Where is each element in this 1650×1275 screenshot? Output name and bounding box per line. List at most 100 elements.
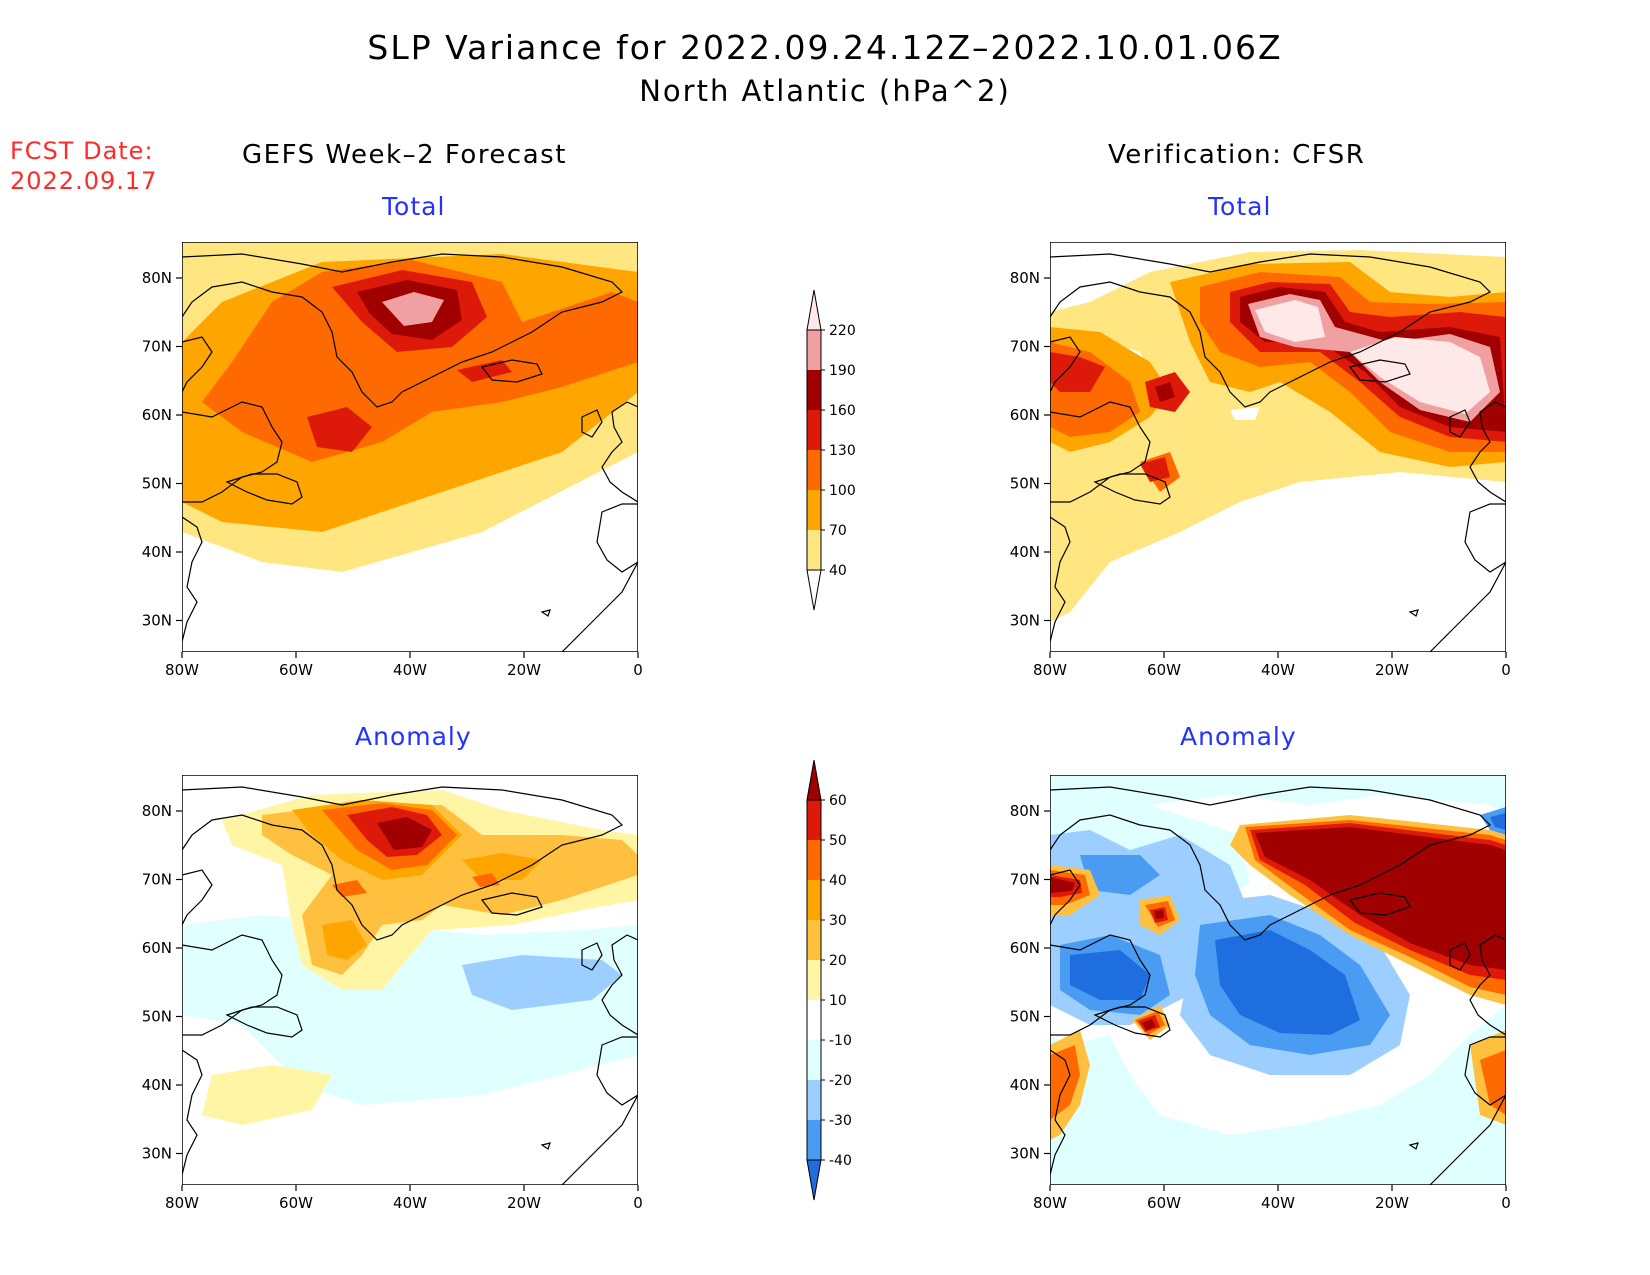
filled-contours-gefs-anomaly bbox=[182, 775, 638, 1185]
map-gefs-total bbox=[182, 242, 638, 652]
lat-tick-label: 30N bbox=[142, 612, 172, 630]
colorbar-total: 220 190 160 130 100 70 40 bbox=[806, 289, 856, 611]
panel-title-cfsr-anomaly: Anomaly bbox=[1180, 722, 1297, 751]
colorbar-anomaly-top-arrow bbox=[806, 759, 822, 801]
lat-tick-label: 60N bbox=[1010, 939, 1040, 957]
lon-tick-label: 80W bbox=[165, 1194, 199, 1212]
right-column-title: Verification: CFSR bbox=[1108, 140, 1366, 170]
lon-tick-label: 0 bbox=[633, 661, 643, 679]
colorbar-anomaly-label: 20 bbox=[829, 953, 847, 969]
colorbar-total-swatch bbox=[807, 410, 821, 450]
lon-tick-label: 60W bbox=[1147, 1194, 1181, 1212]
colorbar-anomaly-label: 60 bbox=[829, 793, 847, 809]
lat-tick-label: 40N bbox=[1010, 1076, 1040, 1094]
colorbar-anomaly-swatch bbox=[807, 1000, 821, 1040]
colorbar-total-label: 160 bbox=[829, 403, 856, 419]
filled-contours-gefs-total bbox=[182, 242, 638, 652]
colorbar-total-top-arrow bbox=[806, 289, 822, 331]
panel-title-cfsr-total: Total bbox=[1208, 192, 1272, 221]
panel-title-gefs-anomaly: Anomaly bbox=[355, 722, 472, 751]
colorbar-anomaly-swatch bbox=[807, 1080, 821, 1120]
panel-title-gefs-total: Total bbox=[382, 192, 446, 221]
lon-tick-label: 20W bbox=[1375, 1194, 1409, 1212]
map-cfsr-anomaly bbox=[1050, 775, 1506, 1185]
lat-tick-label: 80N bbox=[1010, 802, 1040, 820]
colorbar-anomaly-label: 30 bbox=[829, 913, 847, 929]
colorbar-total-swatch bbox=[807, 330, 821, 370]
lat-tick-label: 30N bbox=[1010, 612, 1040, 630]
lon-tick-label: 80W bbox=[1033, 661, 1067, 679]
colorbar-total-swatch bbox=[807, 450, 821, 490]
lat-tick-label: 30N bbox=[142, 1145, 172, 1163]
colorbar-anomaly-swatch bbox=[807, 840, 821, 880]
lon-tick-label: 0 bbox=[633, 1194, 643, 1212]
lat-tick-label: 40N bbox=[142, 543, 172, 561]
colorbar-anomaly-swatch bbox=[807, 920, 821, 960]
colorbar-total-label: 130 bbox=[829, 443, 856, 459]
lat-tick-label: 30N bbox=[1010, 1145, 1040, 1163]
lon-tick-label: 40W bbox=[393, 661, 427, 679]
colorbar-total-label: 70 bbox=[829, 523, 847, 539]
lat-tick-label: 40N bbox=[142, 1076, 172, 1094]
map-cfsr-total bbox=[1050, 242, 1506, 652]
colorbar-total-label: 220 bbox=[829, 323, 856, 339]
lon-tick-label: 80W bbox=[165, 661, 199, 679]
lat-tick-label: 60N bbox=[142, 939, 172, 957]
colorbar-anomaly-label: -40 bbox=[829, 1153, 852, 1169]
coastlines-gefs-anomaly bbox=[182, 786, 638, 1185]
lat-tick-label: 50N bbox=[142, 475, 172, 493]
figure-title: SLP Variance for 2022.09.24.12Z–2022.10.… bbox=[367, 28, 1283, 67]
map-gefs-anomaly bbox=[182, 775, 638, 1185]
colorbar-anomaly-label: -10 bbox=[829, 1033, 852, 1049]
colorbar-anomaly-frame bbox=[806, 799, 822, 1161]
colorbar-total-label: 190 bbox=[829, 363, 856, 379]
fcst-date-label: FCST Date: bbox=[10, 137, 154, 165]
colorbar-anomaly-label: -20 bbox=[829, 1073, 852, 1089]
lon-tick-label: 80W bbox=[1033, 1194, 1067, 1212]
colorbar-total-label: 100 bbox=[829, 483, 856, 499]
lat-tick-label: 70N bbox=[142, 338, 172, 356]
lat-tick-label: 80N bbox=[1010, 269, 1040, 287]
colorbar-anomaly: 60 50 40 30 20 10 -10 -20 -30 -40 bbox=[806, 759, 852, 1201]
lon-tick-label: 40W bbox=[1261, 661, 1295, 679]
figure-subtitle: North Atlantic (hPa^2) bbox=[639, 74, 1011, 108]
filled-contours-cfsr-total bbox=[1050, 242, 1506, 652]
coastlines-cfsr-anomaly bbox=[1050, 786, 1506, 1185]
colorbar-anomaly-swatch bbox=[807, 880, 821, 920]
colorbar-total-swatch bbox=[807, 370, 821, 410]
lat-tick-label: 70N bbox=[1010, 338, 1040, 356]
colorbar-anomaly-bottom-arrow bbox=[806, 1159, 822, 1201]
colorbar-anomaly-swatch bbox=[807, 1120, 821, 1160]
lat-tick-label: 70N bbox=[1010, 871, 1040, 889]
lon-tick-label: 0 bbox=[1501, 1194, 1511, 1212]
colorbar-anomaly-label: 40 bbox=[829, 873, 847, 889]
lat-tick-label: 50N bbox=[1010, 475, 1040, 493]
lon-tick-label: 20W bbox=[507, 661, 541, 679]
lat-tick-label: 60N bbox=[142, 406, 172, 424]
colorbar-total-bottom-arrow bbox=[806, 569, 822, 611]
lat-tick-label: 80N bbox=[142, 269, 172, 287]
colorbar-anomaly-label: 10 bbox=[829, 993, 847, 1009]
lat-tick-label: 40N bbox=[1010, 543, 1040, 561]
lat-tick-label: 70N bbox=[142, 871, 172, 889]
lat-tick-label: 60N bbox=[1010, 406, 1040, 424]
colorbar-anomaly-label: -30 bbox=[829, 1113, 852, 1129]
fcst-date-value: 2022.09.17 bbox=[10, 167, 158, 195]
lon-tick-label: 0 bbox=[1501, 661, 1511, 679]
filled-contours-cfsr-anomaly bbox=[1050, 775, 1506, 1185]
lon-tick-label: 40W bbox=[393, 1194, 427, 1212]
lon-tick-label: 20W bbox=[1375, 661, 1409, 679]
lat-tick-label: 80N bbox=[142, 802, 172, 820]
lon-tick-label: 40W bbox=[1261, 1194, 1295, 1212]
left-column-title: GEFS Week–2 Forecast bbox=[242, 140, 567, 170]
colorbar-total-label: 40 bbox=[829, 563, 847, 579]
lat-tick-label: 50N bbox=[1010, 1008, 1040, 1026]
colorbar-anomaly-swatch bbox=[807, 1040, 821, 1080]
coastlines-cfsr-total bbox=[1050, 253, 1506, 652]
lon-tick-label: 20W bbox=[507, 1194, 541, 1212]
colorbar-anomaly-swatch bbox=[807, 960, 821, 1000]
fcst-date-block: FCST Date: 2022.09.17 bbox=[10, 136, 157, 196]
colorbar-total-swatch bbox=[807, 530, 821, 570]
lon-tick-label: 60W bbox=[1147, 661, 1181, 679]
lon-tick-label: 60W bbox=[279, 1194, 313, 1212]
